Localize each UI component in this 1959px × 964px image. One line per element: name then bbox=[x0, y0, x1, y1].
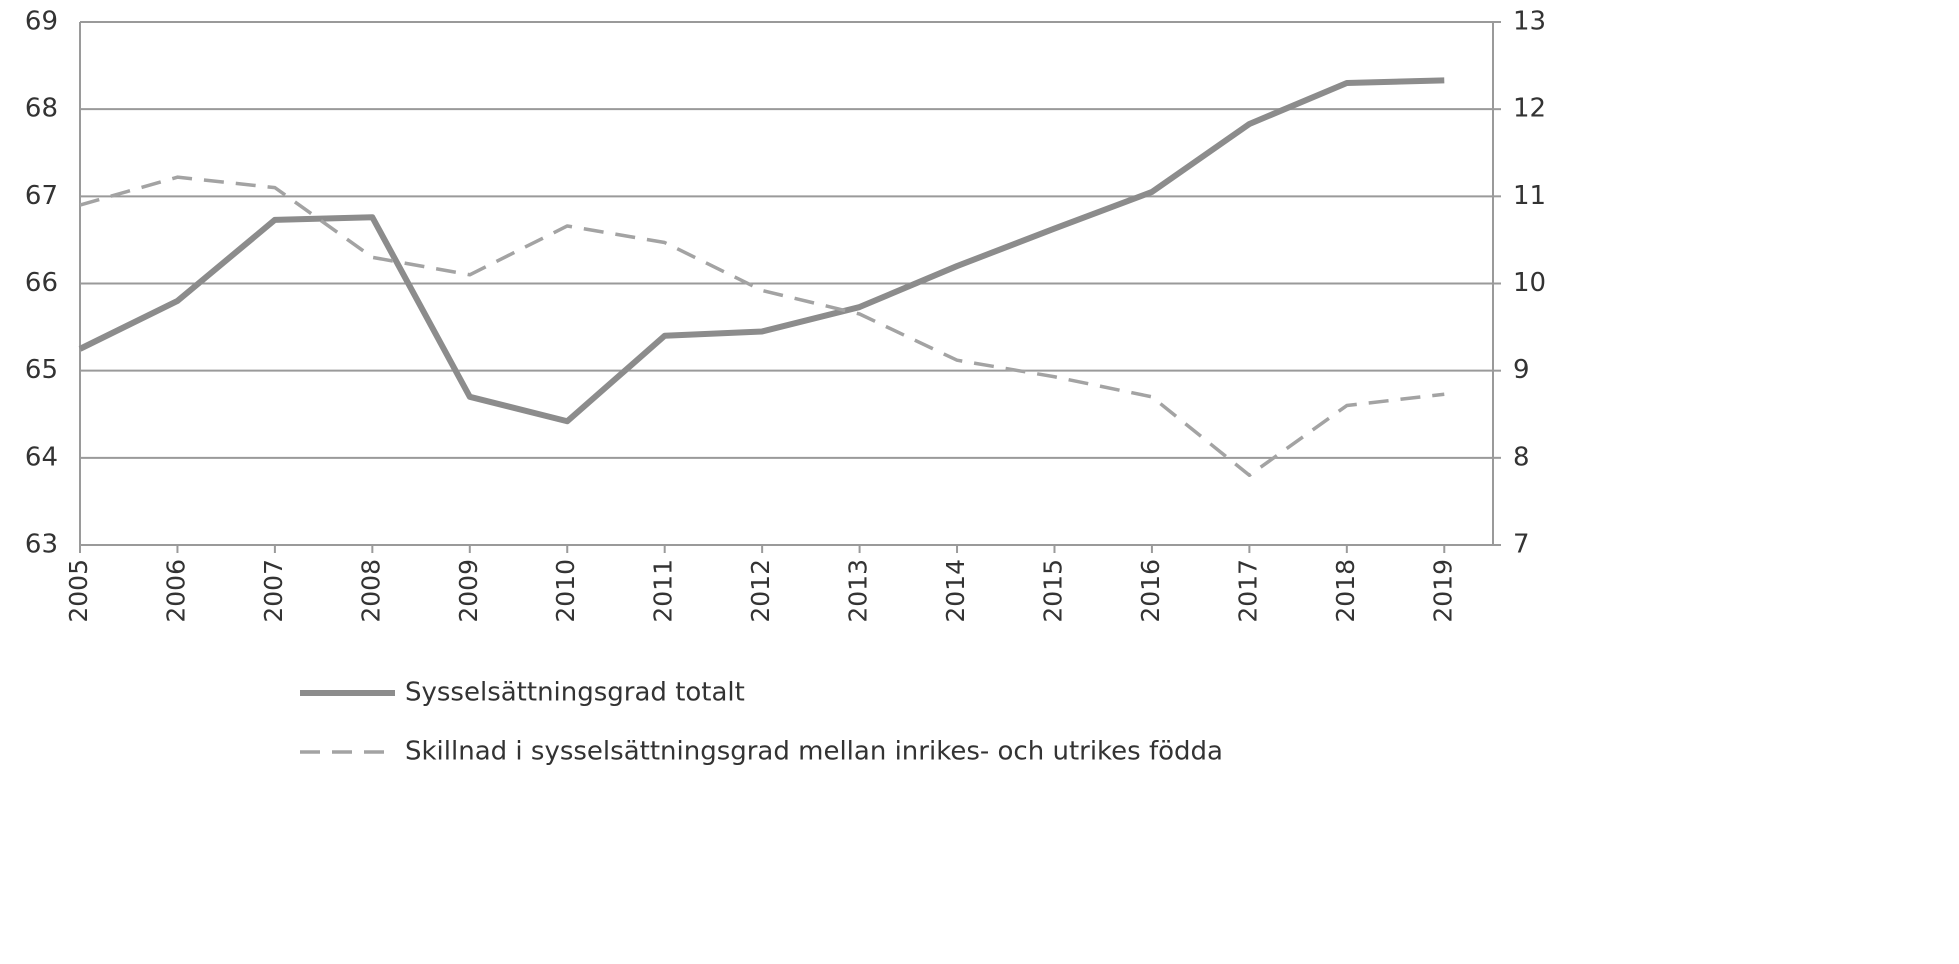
y-tick-label: 69 bbox=[25, 7, 58, 37]
x-tick-label: 2014 bbox=[941, 559, 970, 623]
series-line bbox=[78, 77, 1445, 425]
x-tick-label: 2012 bbox=[746, 559, 775, 623]
x-tick-label: 2015 bbox=[1038, 559, 1067, 623]
x-tick-label: 2009 bbox=[454, 559, 483, 623]
legend-label: Skillnad i sysselsättningsgrad mellan in… bbox=[405, 737, 1223, 767]
y2-tick-label: 10 bbox=[1513, 268, 1546, 298]
y-tick-label: 63 bbox=[25, 530, 58, 560]
y2-tick-label: 11 bbox=[1513, 181, 1546, 211]
x-tick-label: 2007 bbox=[259, 559, 288, 623]
x-tick-label: 2010 bbox=[551, 559, 580, 623]
y-tick-label: 68 bbox=[25, 94, 58, 124]
x-tick-label: 2005 bbox=[64, 559, 93, 623]
x-tick-label: 2006 bbox=[161, 559, 190, 623]
x-tick-label: 2013 bbox=[844, 559, 873, 623]
y2-tick-label: 7 bbox=[1513, 530, 1530, 560]
x-tick-label: 2017 bbox=[1233, 559, 1262, 623]
y-tick-label: 67 bbox=[25, 181, 58, 211]
x-tick-label: 2008 bbox=[356, 559, 385, 623]
x-tick-label: 2011 bbox=[649, 559, 678, 623]
x-tick-label: 2018 bbox=[1331, 559, 1360, 623]
y-tick-label: 65 bbox=[25, 355, 58, 385]
legend-label: Sysselsättningsgrad totalt bbox=[405, 678, 745, 708]
series-line bbox=[79, 175, 1445, 478]
y2-tick-label: 12 bbox=[1513, 94, 1546, 124]
x-tick-label: 2016 bbox=[1136, 559, 1165, 623]
y2-tick-label: 8 bbox=[1513, 442, 1530, 472]
y-tick-label: 64 bbox=[25, 442, 58, 472]
x-tick-label: 2019 bbox=[1428, 559, 1457, 623]
y2-tick-label: 9 bbox=[1513, 355, 1530, 385]
y-tick-label: 66 bbox=[25, 268, 58, 298]
y2-tick-label: 13 bbox=[1513, 7, 1546, 37]
